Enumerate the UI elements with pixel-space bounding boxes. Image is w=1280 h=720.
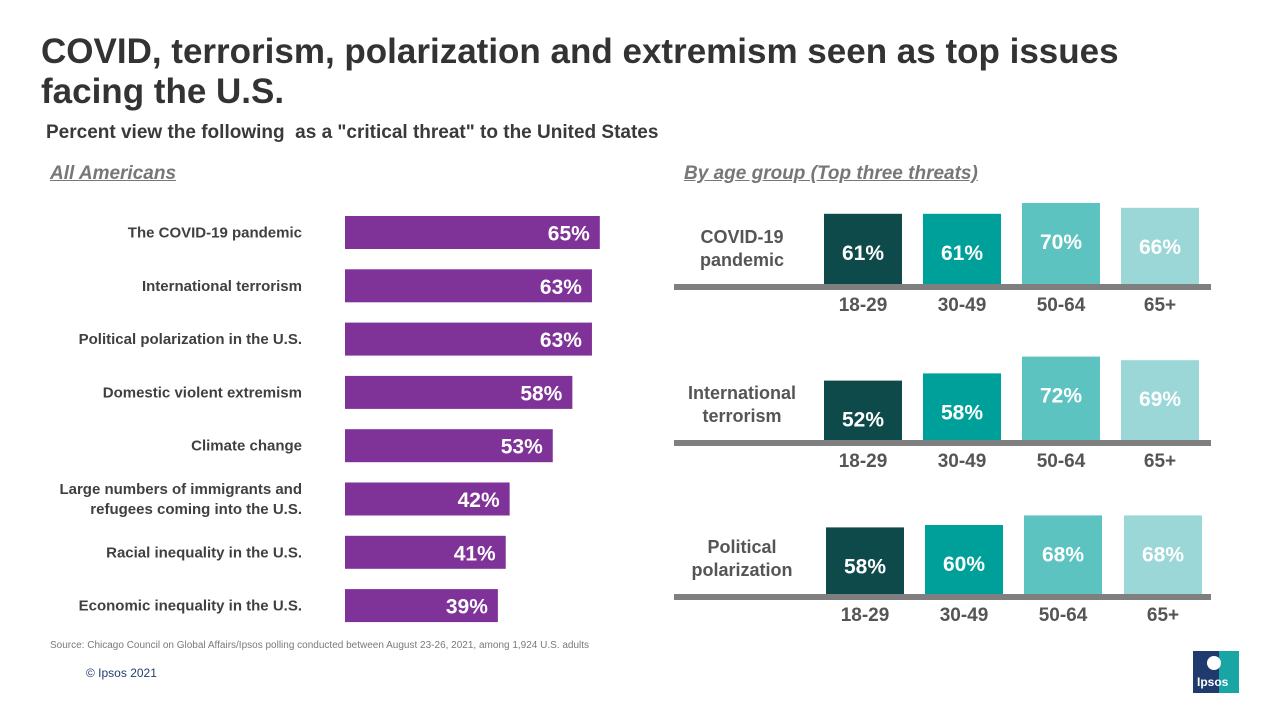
group-1-value-label-2: 61% (941, 242, 983, 265)
group-3-value-label-1: 58% (844, 555, 886, 578)
group-1-age-label-3: 50-64 (1037, 295, 1086, 316)
bar-8 (345, 589, 498, 623)
group-label-1-line-2: pandemic (700, 250, 784, 270)
group-1-value-label-3: 70% (1040, 231, 1082, 254)
group-2-value-label-3: 72% (1040, 385, 1082, 408)
copyright: © Ipsos 2021 (86, 666, 157, 680)
group-3-bar-1 (826, 527, 904, 597)
bar-3 (345, 322, 592, 356)
group-3-age-label-3: 50-64 (1039, 605, 1088, 626)
group-2-age-label-4: 65+ (1144, 451, 1176, 472)
category-label-6-line-1: Large numbers of immigrants and (59, 481, 302, 498)
chart-subtitle: Percent view the following as a "critica… (46, 122, 659, 143)
group-1-bar-2 (923, 213, 1001, 287)
bar-value-label-2: 63% (540, 276, 582, 299)
category-label-8: Economic inequality in the U.S. (79, 598, 302, 615)
group-2-age-label-3: 50-64 (1037, 451, 1086, 472)
category-label-5: Climate change (191, 438, 302, 455)
category-label-4: Domestic violent extremism (103, 384, 302, 401)
group-1-value-label-1: 61% (842, 242, 884, 265)
group-label-3-line-1: Political (707, 537, 776, 557)
bar-1 (345, 216, 600, 249)
group-3-age-label-2: 30-49 (940, 605, 989, 626)
by-age-group-label: By age group (Top three threats) (684, 163, 978, 184)
category-label-7: Racial inequality in the U.S. (106, 544, 302, 561)
group-3-bar-4 (1124, 515, 1202, 597)
group-3-age-label-1: 18-29 (841, 605, 890, 626)
group-3-value-label-3: 68% (1042, 543, 1084, 566)
bar-4 (345, 375, 573, 409)
group-3-value-label-2: 60% (943, 553, 985, 576)
all-americans-label: All Americans (50, 163, 177, 184)
group-1-age-label-1: 18-29 (839, 295, 888, 316)
group-2-age-label-1: 18-29 (839, 451, 888, 472)
bar-value-label-5: 53% (501, 436, 543, 459)
group-2-value-label-2: 58% (941, 401, 983, 424)
chart-title: COVID, terrorism, polarization and extre… (41, 32, 1119, 111)
group-1-axis (674, 284, 1211, 290)
group-2-bar-4 (1121, 360, 1199, 443)
bar-value-label-8: 39% (446, 596, 488, 619)
bar-value-label-7: 41% (454, 542, 496, 565)
bar-5 (345, 429, 553, 463)
category-label-2: International terrorism (142, 278, 302, 295)
category-label-1: The COVID-19 pandemic (128, 225, 302, 242)
bar-value-label-6: 42% (458, 489, 500, 512)
group-2-axis (674, 440, 1211, 446)
group-1-bar-1 (824, 213, 902, 287)
group-label-3-line-2: polarization (691, 560, 792, 580)
group-2-bar-2 (923, 373, 1001, 443)
group-2-bar-1 (824, 380, 902, 443)
group-1-bar-3 (1022, 203, 1100, 287)
category-label-6-line-2: refugees coming into the U.S. (90, 501, 302, 518)
bar-2 (345, 269, 592, 303)
group-3-axis (674, 594, 1211, 600)
group-2-age-label-2: 30-49 (938, 451, 987, 472)
group-1-age-label-2: 30-49 (938, 295, 987, 316)
group-2-value-label-4: 69% (1139, 388, 1181, 411)
group-3-value-label-4: 68% (1142, 543, 1184, 566)
group-1-value-label-4: 66% (1139, 236, 1181, 259)
group-3-age-label-4: 65+ (1147, 605, 1179, 626)
bar-value-label-4: 58% (520, 382, 562, 405)
group-3-bar-2 (925, 525, 1003, 597)
group-label-2-line-2: terrorism (702, 406, 781, 426)
group-2-bar-3 (1022, 356, 1100, 443)
group-3-bar-3 (1024, 515, 1102, 597)
bar-value-label-1: 65% (548, 223, 590, 246)
category-label-3: Political polarization in the U.S. (79, 331, 302, 348)
bar-7 (345, 535, 506, 569)
group-2-value-label-1: 52% (842, 409, 884, 432)
bar-6 (345, 482, 510, 516)
group-1-bar-4 (1121, 207, 1199, 287)
source-note: Source: Chicago Council on Global Affair… (50, 640, 590, 651)
group-label-2-line-1: International (688, 383, 796, 403)
group-1-age-label-4: 65+ (1144, 295, 1176, 316)
logo-text: Ipsos (1197, 675, 1229, 689)
ipsos-logo: Ipsos (1193, 651, 1239, 693)
group-label-1-line-1: COVID-19 (700, 227, 783, 247)
bar-value-label-3: 63% (540, 329, 582, 352)
